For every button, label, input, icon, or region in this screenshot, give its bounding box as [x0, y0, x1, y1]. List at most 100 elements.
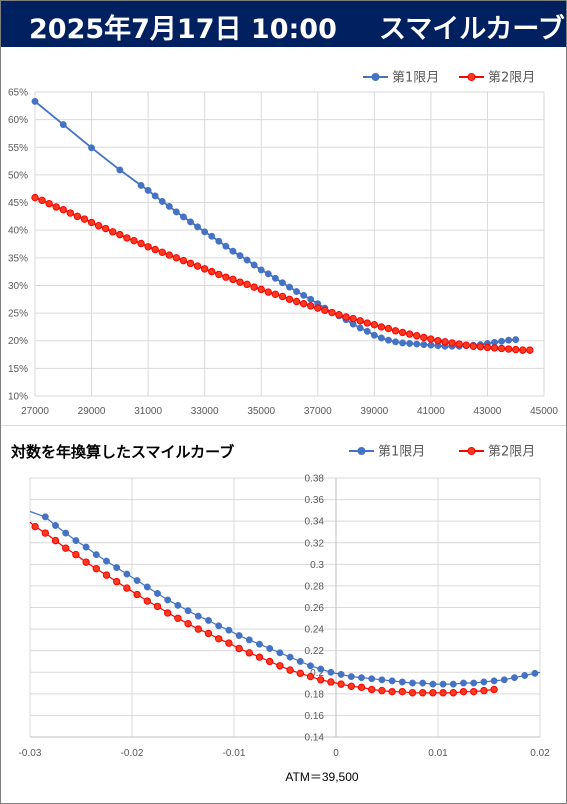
- data-point: [133, 590, 141, 599]
- data-point: [31, 193, 39, 202]
- y-tick-label: 10%: [8, 392, 28, 403]
- data-point: [296, 658, 304, 665]
- data-point: [378, 686, 386, 695]
- data-point: [317, 676, 325, 684]
- data-point: [208, 232, 216, 240]
- data-point: [427, 335, 435, 343]
- data-point: [215, 270, 223, 279]
- data-point: [154, 590, 161, 597]
- chart-divider: [1, 425, 566, 426]
- y-tick-label: 50%: [8, 170, 28, 181]
- data-point: [429, 680, 437, 688]
- data-point: [335, 311, 343, 319]
- data-point: [225, 626, 233, 634]
- data-point: [144, 186, 152, 194]
- data-point: [250, 261, 258, 269]
- y-tick-label: 30%: [8, 281, 28, 292]
- legend: 第1限月 第2限月: [349, 445, 535, 460]
- y-tick-label: 0.36: [305, 495, 325, 506]
- data-point: [392, 338, 399, 346]
- data-point: [519, 346, 527, 354]
- x-tick-label: -0.01: [223, 748, 246, 759]
- data-point: [285, 295, 294, 303]
- y-tick-label: 40%: [8, 226, 28, 237]
- data-point: [460, 679, 467, 687]
- data-point: [92, 564, 101, 573]
- data-point: [306, 672, 315, 681]
- data-point: [455, 340, 463, 348]
- data-point: [158, 197, 166, 205]
- data-point: [271, 290, 280, 298]
- data-point: [41, 513, 49, 521]
- legend-label: 第1限月: [378, 445, 425, 460]
- data-point: [470, 687, 478, 696]
- x-tick-label: 31000: [134, 406, 162, 417]
- series-line-1: [34, 100, 516, 348]
- data-point: [72, 550, 80, 559]
- data-point: [328, 308, 336, 317]
- data-point: [194, 612, 202, 620]
- data-point: [498, 337, 506, 345]
- data-point: [317, 665, 325, 673]
- y-axis-ticks: 10% 15% 20% 25% 30% 35% 40% 45% 50% 55% 60% 65%: [8, 88, 28, 403]
- data-point: [459, 687, 468, 696]
- data-point: [102, 571, 111, 579]
- data-point: [109, 228, 117, 236]
- data-point: [286, 283, 293, 291]
- data-point: [299, 299, 308, 308]
- data-point: [151, 192, 159, 200]
- data-point: [165, 251, 174, 259]
- data-point: [266, 645, 274, 652]
- data-point: [143, 583, 151, 591]
- data-point: [184, 607, 192, 615]
- data-point: [215, 635, 223, 643]
- data-point: [347, 673, 355, 681]
- data-point: [531, 669, 539, 677]
- data-point: [229, 247, 237, 255]
- x-tick-label: 0.01: [428, 748, 448, 759]
- data-point: [399, 339, 407, 347]
- y-tick-label: 0.32: [305, 538, 325, 549]
- data-point: [439, 680, 447, 688]
- data-point: [235, 644, 243, 653]
- data-point: [225, 639, 233, 647]
- data-point: [293, 288, 301, 295]
- data-point: [256, 640, 263, 648]
- data-point: [429, 689, 437, 697]
- data-point: [349, 314, 357, 323]
- data-point: [174, 601, 182, 609]
- data-point: [82, 558, 90, 566]
- legend-marker: [467, 73, 476, 81]
- data-point: [476, 343, 485, 351]
- data-point: [370, 320, 379, 329]
- data-point: [321, 306, 329, 315]
- data-point: [307, 302, 315, 310]
- data-point: [480, 678, 488, 686]
- data-point: [59, 206, 67, 214]
- data-point: [448, 339, 456, 347]
- data-point: [165, 202, 173, 210]
- data-point: [133, 577, 141, 584]
- x-tick-label: 33000: [191, 406, 219, 417]
- data-point: [490, 344, 499, 352]
- data-point: [368, 685, 376, 694]
- y-tick-label: 0.38: [305, 474, 325, 485]
- data-point: [391, 327, 400, 335]
- x-tick-label: 0.02: [530, 748, 550, 759]
- x-tick-label: 35000: [247, 406, 275, 417]
- data-point: [358, 674, 365, 682]
- header-date: 2025年7月17日 10:00: [29, 14, 337, 45]
- data-point: [314, 304, 322, 312]
- data-point: [257, 285, 265, 294]
- data-point: [80, 215, 89, 223]
- data-point: [45, 199, 53, 208]
- data-point: [208, 267, 216, 276]
- data-point: [130, 236, 138, 245]
- data-point: [51, 536, 60, 545]
- data-point: [278, 292, 287, 301]
- data-point: [88, 144, 96, 152]
- data-point: [200, 265, 209, 273]
- y-tick-label: 0.28: [305, 581, 325, 592]
- data-point: [347, 682, 355, 690]
- grid: [29, 477, 541, 738]
